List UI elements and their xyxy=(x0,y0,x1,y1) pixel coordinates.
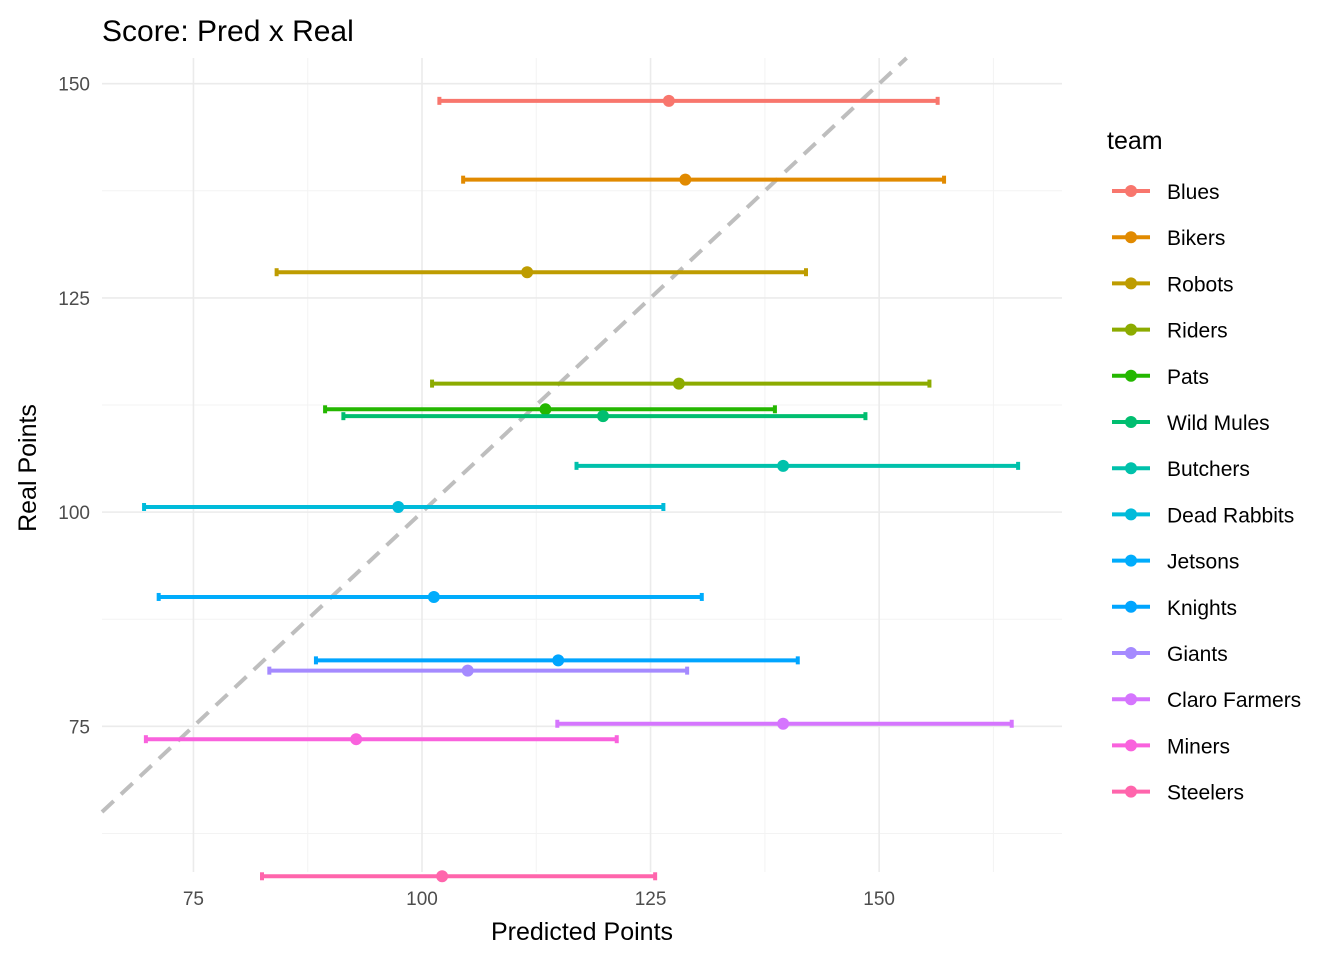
errorbar-robots xyxy=(274,266,808,279)
errorbar-riders xyxy=(430,377,932,390)
legend-label: Knights xyxy=(1167,597,1237,620)
errorbar-wild-mules xyxy=(341,410,868,423)
point-estimate xyxy=(539,403,552,416)
legend-label: Steelers xyxy=(1167,782,1244,805)
identity-reference-line xyxy=(100,56,908,814)
legend-key-point xyxy=(1125,185,1137,197)
legend-key-point xyxy=(1125,462,1137,475)
legend: team Blues Bikers Robots Riders Pats Wild Mul… xyxy=(1107,127,1301,805)
y-tick-label: 125 xyxy=(58,289,90,310)
legend-item: Dead Rabbits xyxy=(1112,504,1294,527)
point-estimate xyxy=(552,654,565,667)
errorbar-butchers xyxy=(574,459,1021,472)
y-tick-label: 150 xyxy=(58,75,90,96)
point-estimate xyxy=(679,173,692,186)
x-axis-title: Predicted Points xyxy=(491,918,673,946)
legend-item: Bikers xyxy=(1112,227,1225,250)
legend-item: Claro Farmers xyxy=(1112,689,1301,712)
point-estimate xyxy=(777,459,790,472)
legend-key-point xyxy=(1125,785,1137,798)
legend-key-point xyxy=(1125,554,1137,567)
point-estimate xyxy=(392,500,405,513)
y-axis-ticks: 75 100 125 150 xyxy=(58,75,90,739)
legend-key-point xyxy=(1125,323,1137,336)
legend-label: Pats xyxy=(1167,366,1209,389)
legend-item: Robots xyxy=(1112,273,1234,296)
legend-label: Wild Mules xyxy=(1167,412,1270,435)
legend-key-point xyxy=(1125,508,1137,521)
errorbar-knights xyxy=(313,654,800,667)
y-tick-label: 75 xyxy=(69,717,90,738)
x-tick-label: 150 xyxy=(863,889,895,910)
point-estimate xyxy=(777,717,790,730)
point-estimate xyxy=(597,410,610,423)
grid xyxy=(102,58,1062,872)
x-axis-ticks: 75 100 125 150 xyxy=(183,889,895,910)
point-estimate xyxy=(350,733,363,746)
legend-key-point xyxy=(1125,231,1137,244)
legend-key-point xyxy=(1125,277,1137,290)
legend-item: Knights xyxy=(1112,597,1237,620)
point-estimate xyxy=(672,377,685,390)
point-estimate xyxy=(427,590,440,603)
y-tick-label: 100 xyxy=(58,503,90,524)
chart-title: Score: Pred x Real xyxy=(102,15,354,48)
legend-item: Blues xyxy=(1112,181,1220,204)
errorbar-pats xyxy=(323,403,777,416)
legend-item: Riders xyxy=(1112,320,1228,343)
legend-label: Miners xyxy=(1167,735,1230,758)
legend-label: Robots xyxy=(1167,273,1234,296)
x-tick-label: 125 xyxy=(635,889,667,910)
errorbar-miners xyxy=(143,733,619,746)
error-bars xyxy=(142,94,1021,883)
legend-item: Jetsons xyxy=(1112,551,1239,574)
point-estimate xyxy=(436,870,449,883)
legend-key-point xyxy=(1125,739,1137,752)
errorbar-dead-rabbits xyxy=(142,500,666,513)
legend-label: Riders xyxy=(1167,320,1228,343)
legend-item: Miners xyxy=(1112,735,1230,758)
legend-item: Pats xyxy=(1112,366,1209,389)
legend-item: Butchers xyxy=(1112,458,1250,481)
legend-item: Steelers xyxy=(1112,782,1244,805)
legend-label: Jetsons xyxy=(1167,551,1239,574)
legend-key-point xyxy=(1125,416,1137,428)
errorbar-giants xyxy=(267,664,690,677)
point-estimate xyxy=(461,664,474,677)
legend-key-point xyxy=(1125,369,1137,382)
legend-label: Claro Farmers xyxy=(1167,689,1301,712)
legend-item: Giants xyxy=(1112,643,1228,666)
legend-item: Wild Mules xyxy=(1112,412,1270,435)
point-estimate xyxy=(521,266,534,279)
errorbar-steelers xyxy=(260,870,658,883)
x-tick-label: 75 xyxy=(183,889,204,910)
errorbar-jetsons xyxy=(156,590,704,603)
y-axis-title: Real Points xyxy=(14,404,42,532)
errorbar-blues xyxy=(437,94,940,107)
legend-key-point xyxy=(1125,647,1137,659)
legend-title: team xyxy=(1107,127,1163,155)
legend-label: Dead Rabbits xyxy=(1167,504,1294,527)
legend-label: Giants xyxy=(1167,643,1228,666)
legend-label: Bikers xyxy=(1167,227,1225,250)
legend-label: Blues xyxy=(1167,181,1220,204)
errorbar-bikers xyxy=(461,173,947,186)
legend-key-point xyxy=(1125,600,1137,613)
legend-label: Butchers xyxy=(1167,458,1250,481)
legend-key-point xyxy=(1125,693,1137,706)
errorbar-claro-farmers xyxy=(555,717,1014,730)
point-estimate xyxy=(662,94,675,107)
x-tick-label: 100 xyxy=(406,889,438,910)
